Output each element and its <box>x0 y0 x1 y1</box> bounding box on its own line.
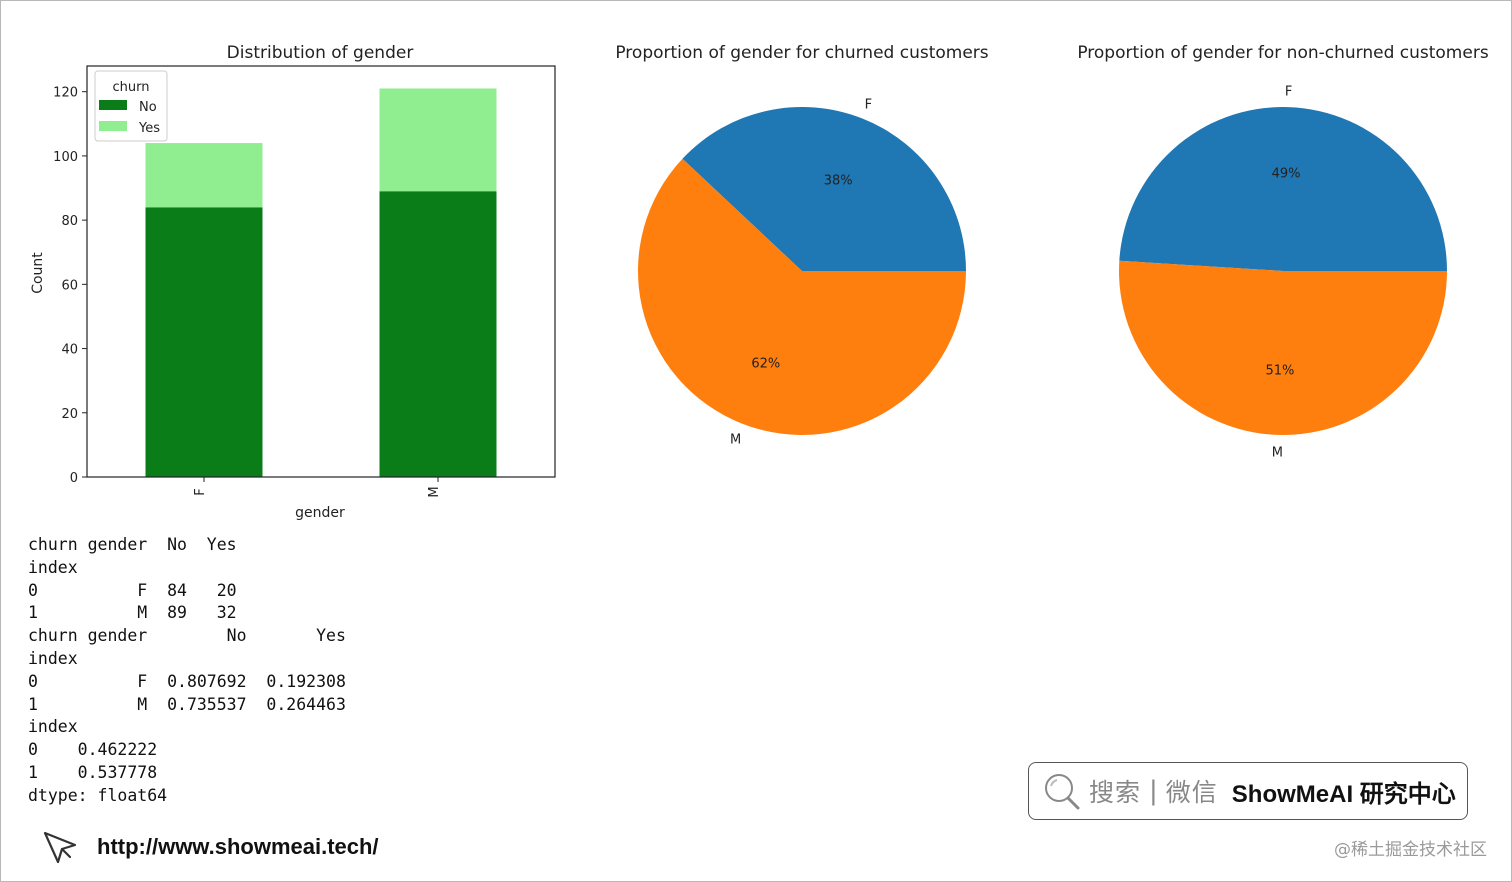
pie-label: F <box>1285 85 1292 100</box>
footer-url[interactable]: http://www.showmeai.tech/ <box>97 834 379 859</box>
pie-slice-f <box>1119 107 1447 271</box>
bar-chart-marks <box>145 88 497 477</box>
search-separator: | <box>1149 776 1158 806</box>
y-tick-label: 20 <box>61 407 78 422</box>
pie-slice-m <box>638 158 966 435</box>
pie-non-churned-title: Proportion of gender for non-churned cus… <box>1077 43 1489 63</box>
pie-pct-label: 62% <box>751 356 780 371</box>
x-tick-label: M <box>427 486 442 497</box>
y-tick-label: 80 <box>61 214 78 229</box>
bar-chart: Distribution of gender Count gender 0 20 4… <box>30 43 556 521</box>
legend-title: churn <box>113 80 150 95</box>
bar-yes-m <box>379 88 497 192</box>
bar-chart-plot-frame <box>86 65 556 478</box>
pie-non-churned-slices: 49% F 51% M <box>1119 85 1447 460</box>
wechat-label: 微信 <box>1165 778 1218 807</box>
pie-churned-slices: 38% F 62% M <box>638 97 966 448</box>
watermark: @稀土掘金技术社区 <box>1334 840 1487 860</box>
pie-label: F <box>865 97 872 112</box>
brand-label: ShowMeAI 研究中心 <box>1231 780 1456 808</box>
pie-chart-non-churned: Proportion of gender for non-churned cus… <box>1077 43 1489 460</box>
legend-label-no: No <box>139 100 157 115</box>
pie-pct-label: 51% <box>1265 363 1294 378</box>
y-tick-label: 0 <box>70 471 78 486</box>
legend-swatch-yes <box>99 121 127 131</box>
pie-slice-m <box>1119 260 1447 436</box>
search-label: 搜索 <box>1089 778 1142 807</box>
bar-chart-yaxis: 0 20 40 60 80 100 120 <box>53 86 87 486</box>
bar-no-f <box>145 207 263 477</box>
bar-yes-f <box>145 143 263 208</box>
pie-chart-churned: Proportion of gender for churned custome… <box>615 43 988 448</box>
y-tick-label: 120 <box>53 86 78 101</box>
legend-label-yes: Yes <box>138 121 160 136</box>
bar-chart-xlabel: gender <box>295 505 345 521</box>
pie-label: M <box>1272 445 1283 460</box>
pie-label: M <box>730 433 741 448</box>
bar-chart-legend: churn No Yes <box>94 70 168 142</box>
search-banner: 搜索 | 微信 ShowMeAI 研究中心 <box>1028 762 1468 820</box>
cursor-arrow-icon <box>43 831 77 864</box>
bar-chart-ylabel: Count <box>30 252 46 294</box>
search-icon <box>1045 774 1080 810</box>
bar-no-m <box>379 191 497 477</box>
console-output: churn gender No Yes index 0 F 84 20 1 M … <box>28 535 346 805</box>
pie-pct-label: 49% <box>1272 167 1301 182</box>
pie-pct-label: 38% <box>824 174 853 189</box>
y-tick-label: 40 <box>61 343 78 358</box>
x-tick-label: F <box>193 488 208 495</box>
pie-churned-title: Proportion of gender for churned custome… <box>615 43 988 63</box>
footer-link[interactable]: http://www.showmeai.tech/ <box>41 827 379 867</box>
pie-slice-f <box>682 107 966 271</box>
y-tick-label: 100 <box>53 150 78 165</box>
bar-chart-title: Distribution of gender <box>227 43 414 63</box>
legend-swatch-no <box>99 100 127 110</box>
y-tick-label: 60 <box>61 278 78 293</box>
